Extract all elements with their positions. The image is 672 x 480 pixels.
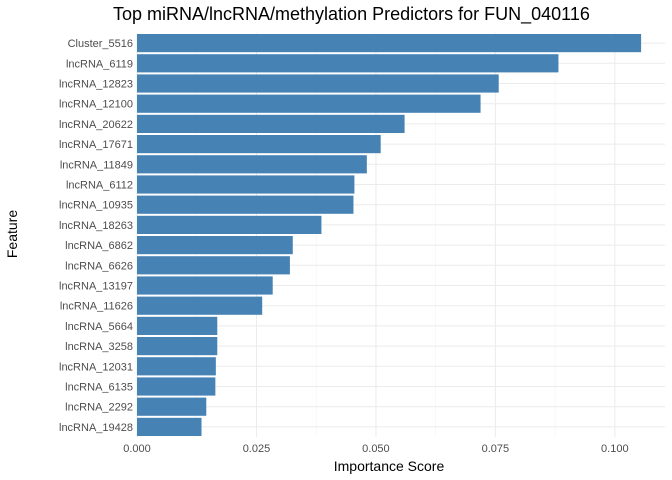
y-tick-label: lncRNA_12031 [59, 361, 133, 373]
bars [137, 34, 642, 436]
y-tick-label: lncRNA_11849 [60, 159, 133, 171]
y-tick-label: lncRNA_11626 [60, 301, 133, 313]
bar-lncrna-13197 [137, 276, 273, 295]
bar-lncrna-12823 [137, 74, 499, 93]
y-tick-label: lncRNA_2292 [65, 402, 133, 414]
bar-lncrna-10935 [137, 195, 354, 214]
x-tick-label: 0.000 [123, 443, 151, 455]
chart-title: Top miRNA/lncRNA/methylation Predictors … [113, 4, 590, 25]
bar-lncrna-6112 [137, 175, 355, 194]
bar-lncrna-17671 [137, 135, 381, 154]
x-tick-label: 0.025 [243, 443, 271, 455]
bar-lncrna-2292 [137, 397, 207, 416]
y-tick-label: lncRNA_17671 [59, 139, 133, 151]
y-axis-title: Feature [4, 210, 20, 258]
bar-lncrna-6626 [137, 256, 290, 275]
bar-lncrna-12031 [137, 357, 216, 376]
y-tick-label: lncRNA_6119 [66, 58, 133, 70]
y-tick-label: lncRNA_6112 [66, 180, 133, 192]
y-tick-label: lncRNA_10935 [59, 200, 133, 212]
x-axis-title: Importance Score [334, 458, 445, 474]
bar-lncrna-6119 [137, 54, 559, 73]
bar-lncrna-18263 [137, 215, 322, 234]
x-tick-label: 0.050 [362, 443, 390, 455]
grid-lines [136, 33, 665, 437]
y-tick-labels: Cluster_5516 lncRNA_6119 lncRNA_12823 lncRN… [59, 38, 133, 434]
bar-lncrna-11626 [137, 296, 263, 315]
y-tick-label: lncRNA_6862 [65, 240, 133, 252]
y-tick-label: lncRNA_13197 [59, 281, 133, 293]
y-tick-label: lncRNA_6135 [65, 382, 133, 394]
y-tick-label: lncRNA_6626 [65, 260, 133, 272]
bar-lncrna-6862 [137, 236, 293, 255]
bar-lncrna-5664 [137, 316, 218, 335]
x-tick-labels: 0.000 0.025 0.050 0.075 0.100 [123, 443, 628, 455]
y-tick-label: lncRNA_18263 [59, 220, 133, 232]
bar-lncrna-11849 [137, 155, 367, 174]
x-tick-label: 0.100 [601, 443, 629, 455]
y-tick-label: lncRNA_3258 [65, 341, 133, 353]
y-tick-label: lncRNA_20622 [59, 119, 133, 131]
y-tick-label: lncRNA_12823 [59, 79, 133, 91]
bar-lncrna-20622 [137, 114, 405, 133]
y-tick-label: Cluster_5516 [68, 38, 133, 50]
y-tick-label: lncRNA_12100 [59, 99, 133, 111]
bar-cluster-5516 [137, 34, 642, 53]
bar-lncrna-12100 [137, 94, 481, 113]
x-tick-label: 0.075 [482, 443, 510, 455]
bar-lncrna-6135 [137, 377, 216, 396]
bar-lncrna-3258 [137, 337, 218, 356]
bar-lncrna-19428 [137, 417, 202, 436]
y-tick-label: lncRNA_19428 [59, 422, 133, 434]
y-tick-label: lncRNA_5664 [65, 321, 133, 333]
